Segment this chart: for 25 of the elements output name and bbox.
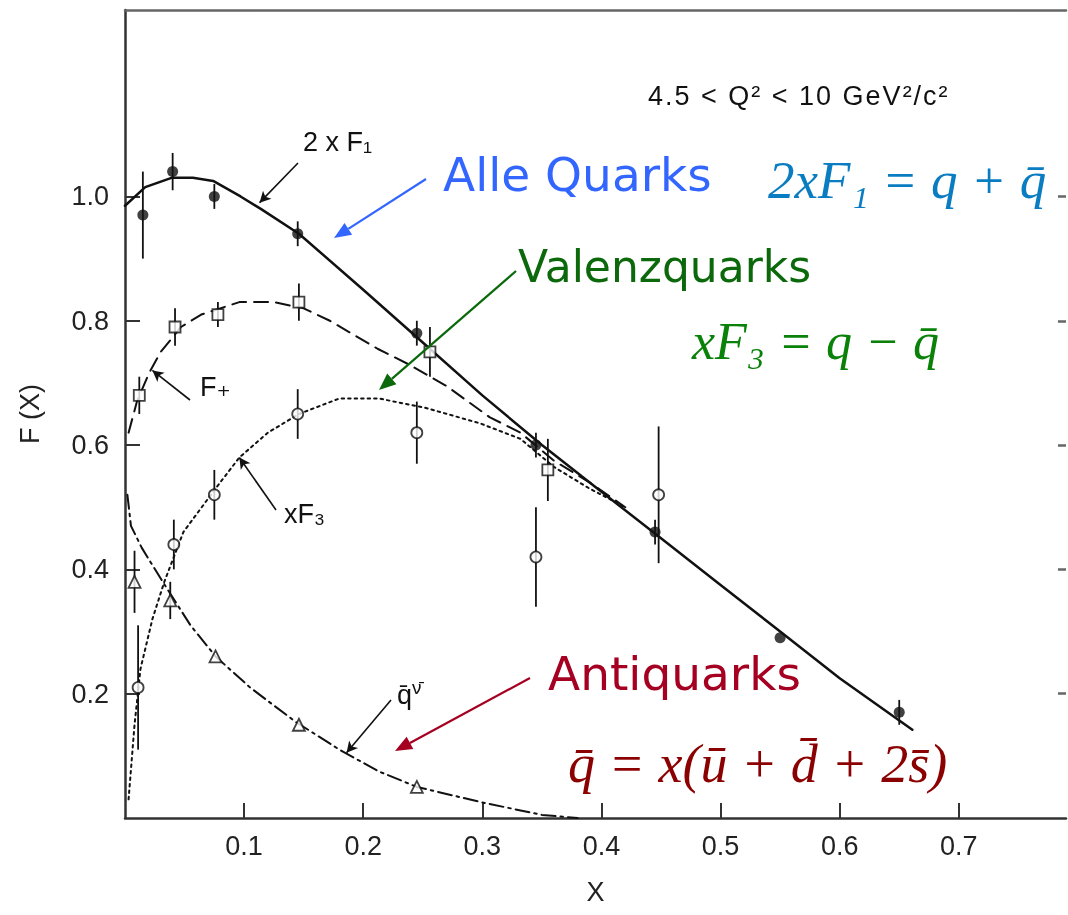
y-tick-label: 0.6 <box>71 430 109 461</box>
x-axis-title: X <box>586 876 605 907</box>
x-tick-label: 0.1 <box>225 830 263 861</box>
annotation: F₊ <box>200 372 231 403</box>
y-tick-label: 1.0 <box>71 181 109 212</box>
annotation: Valenzquarks <box>518 241 812 292</box>
annotation: q̄$^{ν̄}$ <box>397 677 422 711</box>
annotation: xF₃ = q − q̄ <box>692 313 940 371</box>
x-tick-label: 0.4 <box>582 830 621 861</box>
annotation: 2 x F₁ <box>303 127 373 158</box>
annotation: 2xF₁ = q + q̄ <box>768 151 1047 210</box>
annotation: 4.5 < Q² < 10 GeV²/c² <box>648 81 950 112</box>
annotation: xF₃ <box>284 499 325 530</box>
x-tick-label: 0.3 <box>463 830 502 861</box>
annotation: Alle Quarks <box>443 147 712 202</box>
y-tick-label: 0.8 <box>71 305 109 336</box>
x-tick-label: 0.2 <box>344 830 382 861</box>
y-axis-title: F (X) <box>14 384 45 444</box>
x-tick-label: 0.7 <box>940 830 978 861</box>
annotation: q̄ = x(ū + d̄ + 2s̄) <box>568 734 948 795</box>
y-tick-label: 0.2 <box>71 678 109 709</box>
x-tick-label: 0.5 <box>701 830 740 861</box>
y-tick-label: 0.4 <box>71 554 109 585</box>
annotation: Antiquarks <box>548 646 801 701</box>
x-tick-label: 0.6 <box>820 830 859 861</box>
